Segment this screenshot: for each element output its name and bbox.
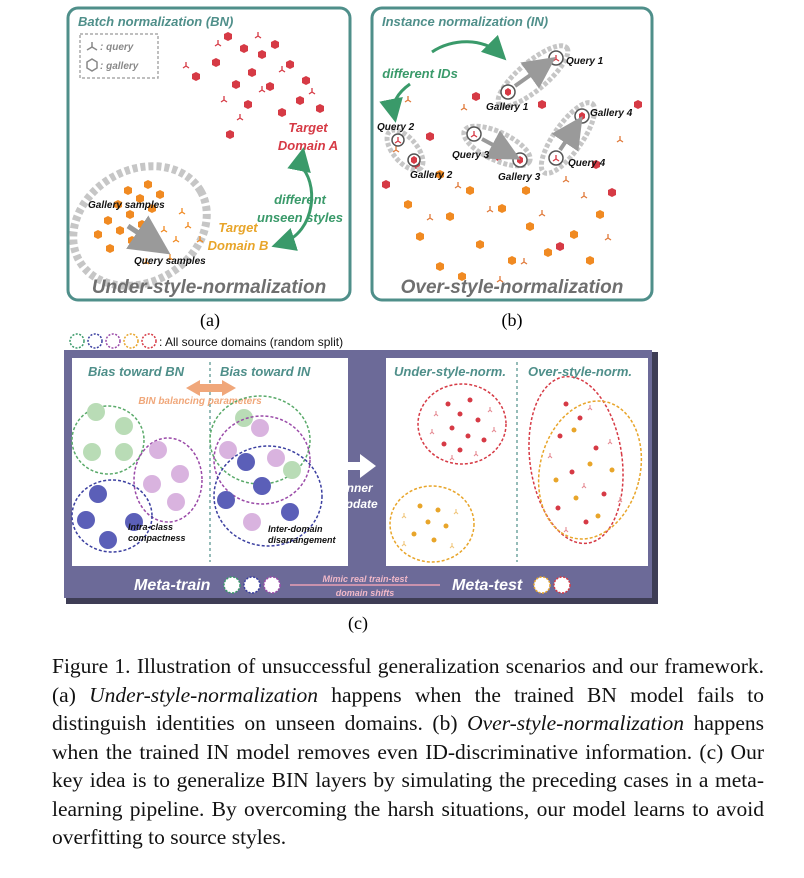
under-red-cluster [417, 383, 507, 465]
domains-legend-text: : All source domains (random split) [159, 335, 343, 349]
under-yellow-cluster [389, 485, 475, 563]
domain-b-ellipse [69, 162, 211, 290]
under-style-norm-label: Under-style-norm. [394, 364, 506, 379]
legend-query-label: : query [100, 42, 134, 53]
panel-a: Batch normalization (BN) : query : galle… [66, 6, 352, 302]
gallery-4-label: Gallery 4 [590, 108, 633, 119]
query-4-label: Query 4 [568, 158, 606, 169]
panel-b-footer: Over-style-normalization [401, 277, 624, 298]
different-ids-label: different IDs [382, 66, 458, 81]
panel-b-red-gallery [382, 92, 642, 251]
pair-2 [384, 127, 426, 173]
target-domain-b-line2: Domain B [208, 238, 269, 253]
legend-box: : query : gallery [79, 33, 159, 79]
target-domain-a-line1: Target [288, 120, 328, 135]
target-domain-a-line2: Domain A [278, 138, 338, 153]
gallery-query-arrow [126, 215, 171, 255]
gallery-1-label: Gallery 1 [486, 102, 529, 113]
sublabel-b: (b) [502, 310, 523, 331]
gallery-3-label: Gallery 3 [498, 172, 541, 183]
query-samples-label: Query samples [134, 256, 206, 267]
caption-text-a: happens when the trained BN model fails … [52, 682, 765, 736]
gallery-legend-icon [86, 58, 98, 72]
intra-class-line1: Intra-class [128, 522, 173, 532]
query-2-label: Query 2 [377, 122, 415, 133]
sublabel-a: (a) [200, 310, 220, 331]
panel-a-title: Batch normalization (BN) [78, 14, 233, 29]
caption-term-over: Over-style-normalization [467, 711, 684, 735]
in-green-cluster [209, 395, 311, 485]
over-mixed-clusters [528, 375, 643, 545]
different-ids-arrow-left [379, 82, 411, 123]
inter-domain-line1: Inter-domain [268, 524, 323, 534]
panel-b-queries [392, 96, 624, 283]
intra-class-line2: compactness [128, 533, 186, 543]
caption-text-b: happens when the trained IN model remove… [52, 711, 765, 849]
bias-toward-bn-label: Bias toward BN [88, 364, 185, 379]
in-blue-cluster [213, 445, 323, 547]
panel-c: Bias toward BN Bias toward IN BIN balanc… [64, 350, 658, 604]
mimic-line2: domain shifts [336, 588, 395, 598]
panel-a-footer: Under-style-normalization [92, 277, 326, 298]
caption-term-under: Under-style-normalization [89, 682, 318, 707]
inner-update-line2: update [338, 497, 378, 511]
sublabel-c: (c) [348, 613, 368, 634]
panel-b-orange-gallery [404, 170, 604, 281]
bn-blue-cluster [71, 479, 153, 553]
inner-update-arrow [340, 454, 376, 478]
meta-train-label: Meta-train [134, 577, 211, 594]
bin-params-label: BIN balancing parameters [138, 396, 262, 407]
gallery-samples-label: Gallery samples [88, 200, 165, 211]
gallery-2-label: Gallery 2 [410, 170, 453, 181]
pair-4 [538, 100, 598, 176]
different-styles-line2: unseen styles [257, 210, 343, 225]
target-domain-b-line1: Target [218, 220, 258, 235]
inter-domain-line2: disarrangement [268, 535, 337, 545]
query-3-label: Query 3 [452, 150, 490, 161]
style-shift-arrow-tail [287, 147, 311, 174]
caption-figure-label: Figure 1. [52, 654, 131, 678]
query-1-label: Query 1 [566, 56, 604, 67]
domain-a-query-cluster [182, 32, 316, 121]
meta-test-label: Meta-test [452, 577, 523, 594]
in-purple-cluster [213, 415, 311, 505]
figure-caption: Figure 1. Illustration of unsuccessful g… [52, 652, 764, 852]
mimic-line1: Mimic real train-test [322, 574, 408, 584]
pair-3 [461, 123, 533, 169]
bn-green-cluster [71, 403, 145, 475]
domains-legend: : All source domains (random split) [69, 333, 343, 349]
bin-double-arrow [186, 380, 236, 396]
over-style-norm-label: Over-style-norm. [528, 364, 632, 379]
caption-intro: Illustration of unsuccessful generalizat… [52, 654, 764, 707]
query-legend-icon [86, 42, 98, 51]
bias-toward-in-label: Bias toward IN [220, 364, 311, 379]
pair-1 [495, 43, 571, 109]
inner-update-line1: inner [343, 481, 374, 495]
panel-b: Instance normalization (IN) different ID… [370, 6, 654, 302]
legend-gallery-label: : gallery [100, 61, 139, 72]
figure-1: Batch normalization (BN) : query : galle… [64, 6, 658, 634]
different-ids-arrow-top [431, 34, 507, 61]
panel-b-title: Instance normalization (IN) [382, 14, 548, 29]
different-styles-line1: different [274, 192, 326, 207]
domain-a-gallery-cluster [192, 32, 324, 139]
bn-purple-cluster [133, 437, 203, 523]
